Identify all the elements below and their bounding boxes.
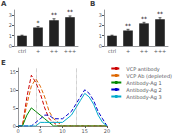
svg-text:0: 0 bbox=[12, 123, 16, 129]
svg-text:**: ** bbox=[67, 8, 73, 15]
svg-text:10: 10 bbox=[59, 128, 65, 134]
svg-text:++: ++ bbox=[50, 48, 58, 54]
svg-text:VCP antibody: VCP antibody bbox=[126, 66, 160, 73]
svg-text:0: 0 bbox=[99, 43, 102, 49]
svg-text:Antibody-Ag 2: Antibody-Ag 2 bbox=[126, 87, 161, 94]
svg-text:**: ** bbox=[157, 10, 163, 17]
svg-text:15: 15 bbox=[10, 69, 16, 75]
svg-text:0: 0 bbox=[9, 43, 12, 49]
svg-text:1: 1 bbox=[99, 33, 102, 39]
svg-text:E: E bbox=[1, 59, 6, 67]
svg-text:*: * bbox=[37, 19, 40, 26]
svg-text:A: A bbox=[1, 0, 7, 8]
svg-text:**: ** bbox=[51, 11, 57, 18]
svg-text:+: + bbox=[126, 48, 130, 54]
svg-text:+: + bbox=[36, 48, 40, 54]
svg-text:10: 10 bbox=[10, 87, 16, 93]
svg-text:2: 2 bbox=[99, 22, 102, 28]
svg-text:2: 2 bbox=[9, 22, 12, 28]
svg-text:15: 15 bbox=[82, 128, 88, 134]
svg-text:0: 0 bbox=[16, 128, 19, 134]
svg-text:5: 5 bbox=[39, 128, 42, 134]
svg-text:3: 3 bbox=[9, 12, 12, 18]
svg-text:**: ** bbox=[141, 15, 147, 22]
svg-text:Antibody-Ag 3: Antibody-Ag 3 bbox=[126, 94, 161, 101]
svg-text:B: B bbox=[90, 0, 95, 8]
svg-text:VCP Ab (depleted): VCP Ab (depleted) bbox=[126, 73, 172, 80]
svg-text:+++: +++ bbox=[64, 48, 77, 54]
svg-text:20: 20 bbox=[104, 128, 110, 134]
svg-text:**: ** bbox=[125, 22, 131, 29]
svg-text:3: 3 bbox=[99, 12, 102, 18]
svg-text:5: 5 bbox=[13, 105, 16, 111]
svg-text:ctrl: ctrl bbox=[18, 48, 26, 54]
svg-text:1: 1 bbox=[9, 33, 12, 39]
svg-text:++: ++ bbox=[140, 48, 148, 54]
svg-text:ctrl: ctrl bbox=[108, 48, 116, 54]
svg-text:Antibody-Ag 1: Antibody-Ag 1 bbox=[126, 80, 161, 87]
svg-text:+++: +++ bbox=[154, 48, 167, 54]
